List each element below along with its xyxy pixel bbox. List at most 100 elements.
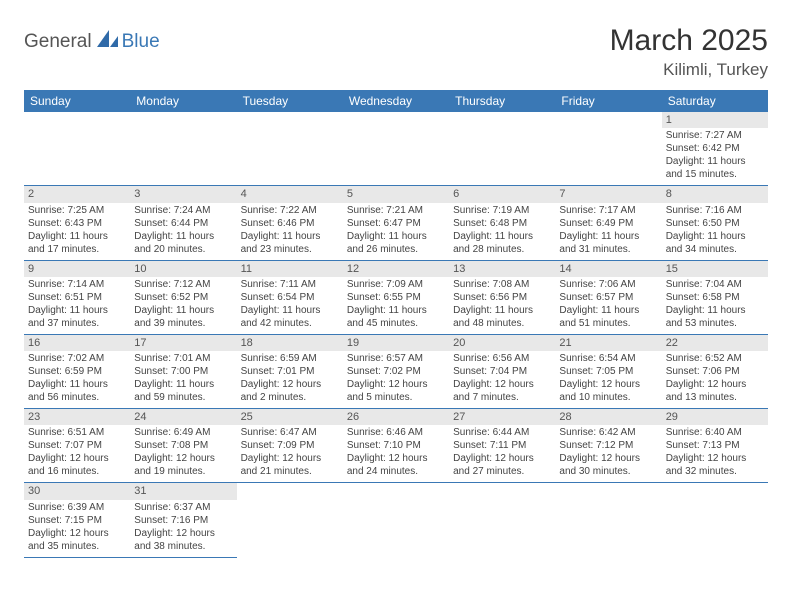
sunset-line: Sunset: 7:11 PM [453, 439, 551, 452]
calendar-day-cell: 16Sunrise: 7:02 AMSunset: 6:59 PMDayligh… [24, 334, 130, 408]
logo-text-blue: Blue [122, 31, 160, 53]
calendar-day-cell: 25Sunrise: 6:47 AMSunset: 7:09 PMDayligh… [237, 409, 343, 483]
daylight-line: Daylight: 12 hours and 16 minutes. [28, 452, 126, 478]
calendar-day-cell: 30Sunrise: 6:39 AMSunset: 7:15 PMDayligh… [24, 483, 130, 557]
weekday-header: Saturday [662, 90, 768, 112]
sunset-line: Sunset: 7:15 PM [28, 514, 126, 527]
sunrise-line: Sunrise: 6:47 AM [241, 426, 339, 439]
day-number: 14 [555, 261, 661, 277]
daylight-line: Daylight: 12 hours and 24 minutes. [347, 452, 445, 478]
sunset-line: Sunset: 7:09 PM [241, 439, 339, 452]
sunrise-line: Sunrise: 7:08 AM [453, 278, 551, 291]
day-number: 5 [343, 186, 449, 202]
sunrise-line: Sunrise: 7:09 AM [347, 278, 445, 291]
sunrise-line: Sunrise: 6:54 AM [559, 352, 657, 365]
sunrise-line: Sunrise: 6:52 AM [666, 352, 764, 365]
sunrise-line: Sunrise: 6:44 AM [453, 426, 551, 439]
sunrise-line: Sunrise: 6:39 AM [28, 501, 126, 514]
sunrise-line: Sunrise: 7:04 AM [666, 278, 764, 291]
sunset-line: Sunset: 6:42 PM [666, 142, 764, 155]
calendar-day-cell: 13Sunrise: 7:08 AMSunset: 6:56 PMDayligh… [449, 260, 555, 334]
calendar-week-row: 9Sunrise: 7:14 AMSunset: 6:51 PMDaylight… [24, 260, 768, 334]
sunset-line: Sunset: 6:59 PM [28, 365, 126, 378]
day-number: 19 [343, 335, 449, 351]
daylight-line: Daylight: 11 hours and 42 minutes. [241, 304, 339, 330]
sunrise-line: Sunrise: 6:37 AM [134, 501, 232, 514]
sunrise-line: Sunrise: 6:46 AM [347, 426, 445, 439]
sunrise-line: Sunrise: 7:17 AM [559, 204, 657, 217]
sunset-line: Sunset: 7:08 PM [134, 439, 232, 452]
calendar-week-row: 16Sunrise: 7:02 AMSunset: 6:59 PMDayligh… [24, 334, 768, 408]
calendar-week-row: 1Sunrise: 7:27 AMSunset: 6:42 PMDaylight… [24, 112, 768, 186]
daylight-line: Daylight: 11 hours and 23 minutes. [241, 230, 339, 256]
day-number: 12 [343, 261, 449, 277]
weekday-header: Thursday [449, 90, 555, 112]
daylight-line: Daylight: 11 hours and 37 minutes. [28, 304, 126, 330]
sunset-line: Sunset: 6:56 PM [453, 291, 551, 304]
calendar-day-cell: 21Sunrise: 6:54 AMSunset: 7:05 PMDayligh… [555, 334, 661, 408]
day-number: 29 [662, 409, 768, 425]
day-number: 15 [662, 261, 768, 277]
weekday-header: Tuesday [237, 90, 343, 112]
sunset-line: Sunset: 7:12 PM [559, 439, 657, 452]
calendar-day-cell [555, 112, 661, 186]
daylight-line: Daylight: 11 hours and 39 minutes. [134, 304, 232, 330]
weekday-header-row: Sunday Monday Tuesday Wednesday Thursday… [24, 90, 768, 112]
daylight-line: Daylight: 11 hours and 20 minutes. [134, 230, 232, 256]
daylight-line: Daylight: 12 hours and 10 minutes. [559, 378, 657, 404]
sunset-line: Sunset: 6:44 PM [134, 217, 232, 230]
calendar-day-cell [449, 483, 555, 557]
sunset-line: Sunset: 6:55 PM [347, 291, 445, 304]
sunrise-line: Sunrise: 7:21 AM [347, 204, 445, 217]
day-number: 4 [237, 186, 343, 202]
calendar-day-cell: 5Sunrise: 7:21 AMSunset: 6:47 PMDaylight… [343, 186, 449, 260]
daylight-line: Daylight: 11 hours and 17 minutes. [28, 230, 126, 256]
calendar-day-cell [662, 483, 768, 557]
calendar-day-cell: 26Sunrise: 6:46 AMSunset: 7:10 PMDayligh… [343, 409, 449, 483]
sunset-line: Sunset: 7:01 PM [241, 365, 339, 378]
sunrise-line: Sunrise: 7:12 AM [134, 278, 232, 291]
calendar-day-cell: 7Sunrise: 7:17 AMSunset: 6:49 PMDaylight… [555, 186, 661, 260]
location: Kilimli, Turkey [610, 60, 768, 80]
sunset-line: Sunset: 6:57 PM [559, 291, 657, 304]
sunrise-line: Sunrise: 6:51 AM [28, 426, 126, 439]
daylight-line: Daylight: 11 hours and 56 minutes. [28, 378, 126, 404]
calendar-day-cell: 10Sunrise: 7:12 AMSunset: 6:52 PMDayligh… [130, 260, 236, 334]
sunset-line: Sunset: 7:10 PM [347, 439, 445, 452]
day-number: 7 [555, 186, 661, 202]
day-number: 25 [237, 409, 343, 425]
sunset-line: Sunset: 6:54 PM [241, 291, 339, 304]
sunrise-line: Sunrise: 6:59 AM [241, 352, 339, 365]
header: General Blue March 2025 Kilimli, Turkey [24, 24, 768, 80]
daylight-line: Daylight: 11 hours and 59 minutes. [134, 378, 232, 404]
calendar-day-cell: 28Sunrise: 6:42 AMSunset: 7:12 PMDayligh… [555, 409, 661, 483]
calendar-day-cell: 24Sunrise: 6:49 AMSunset: 7:08 PMDayligh… [130, 409, 236, 483]
daylight-line: Daylight: 12 hours and 13 minutes. [666, 378, 764, 404]
calendar-day-cell [555, 483, 661, 557]
sunset-line: Sunset: 6:43 PM [28, 217, 126, 230]
sunset-line: Sunset: 6:50 PM [666, 217, 764, 230]
calendar-day-cell: 9Sunrise: 7:14 AMSunset: 6:51 PMDaylight… [24, 260, 130, 334]
calendar-day-cell [343, 112, 449, 186]
daylight-line: Daylight: 12 hours and 35 minutes. [28, 527, 126, 553]
sunrise-line: Sunrise: 7:11 AM [241, 278, 339, 291]
calendar-day-cell: 2Sunrise: 7:25 AMSunset: 6:43 PMDaylight… [24, 186, 130, 260]
calendar-table: Sunday Monday Tuesday Wednesday Thursday… [24, 90, 768, 558]
sunset-line: Sunset: 6:46 PM [241, 217, 339, 230]
daylight-line: Daylight: 11 hours and 34 minutes. [666, 230, 764, 256]
day-number: 3 [130, 186, 236, 202]
calendar-day-cell [130, 112, 236, 186]
calendar-day-cell: 29Sunrise: 6:40 AMSunset: 7:13 PMDayligh… [662, 409, 768, 483]
sunrise-line: Sunrise: 6:40 AM [666, 426, 764, 439]
sunset-line: Sunset: 7:02 PM [347, 365, 445, 378]
daylight-line: Daylight: 12 hours and 7 minutes. [453, 378, 551, 404]
calendar-day-cell: 4Sunrise: 7:22 AMSunset: 6:46 PMDaylight… [237, 186, 343, 260]
logo-text-general: General [24, 31, 92, 53]
day-number: 16 [24, 335, 130, 351]
calendar-day-cell: 19Sunrise: 6:57 AMSunset: 7:02 PMDayligh… [343, 334, 449, 408]
daylight-line: Daylight: 12 hours and 5 minutes. [347, 378, 445, 404]
calendar-day-cell: 15Sunrise: 7:04 AMSunset: 6:58 PMDayligh… [662, 260, 768, 334]
day-number: 24 [130, 409, 236, 425]
weekday-header: Monday [130, 90, 236, 112]
daylight-line: Daylight: 12 hours and 38 minutes. [134, 527, 232, 553]
